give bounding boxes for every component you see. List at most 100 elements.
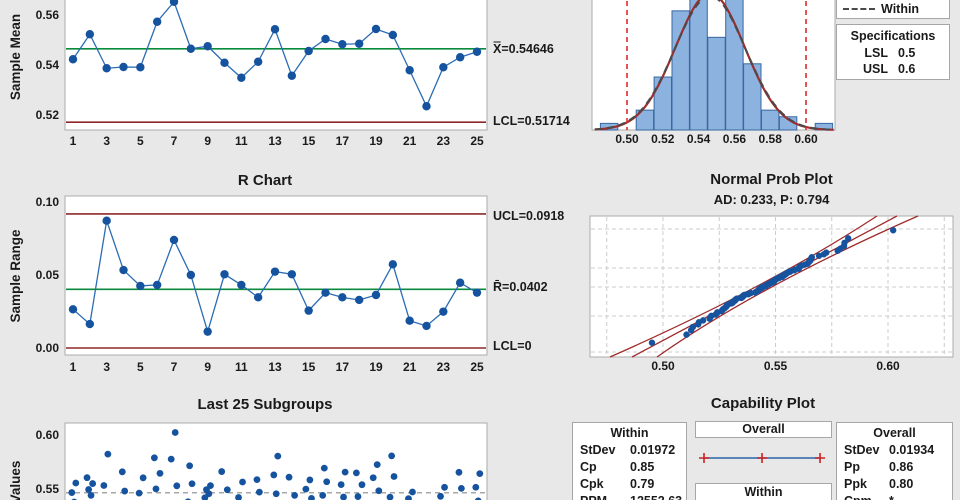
stat-label: Cpm	[844, 494, 872, 500]
probplot-x-tick-label: 0.55	[764, 359, 788, 373]
last25-point	[375, 487, 383, 495]
xbar-x-tick-label: 15	[302, 134, 316, 148]
last25-point	[218, 468, 226, 475]
probplot-point	[844, 235, 852, 242]
last25-point	[337, 481, 345, 488]
xbar-point	[85, 30, 95, 39]
last25-point	[323, 478, 331, 486]
probplot-lower-band	[656, 215, 919, 358]
last25-point	[188, 480, 196, 488]
xbar-point	[388, 30, 398, 40]
last25-point	[272, 490, 280, 498]
xbar-point	[237, 73, 246, 82]
last25-point	[104, 450, 112, 458]
interval-plus-marker	[757, 453, 768, 463]
last25-point	[441, 483, 448, 491]
last25-point	[68, 489, 76, 496]
stat-value: 0.01972	[630, 443, 676, 457]
xbar-point	[371, 24, 381, 34]
xbar-point	[68, 55, 78, 64]
probplot-x-tick-label: 0.50	[651, 359, 675, 373]
xbar-x-tick-label: 5	[137, 134, 144, 148]
rchart-ucl-label: UCL=0.0918	[493, 209, 565, 223]
last25-y-tick-label: 0.55	[36, 482, 60, 496]
rchart-title: R Chart	[237, 172, 293, 189]
last25-point	[354, 493, 362, 500]
stat-label: Cpk	[580, 477, 604, 491]
stat-label: Cp	[580, 460, 597, 474]
histogram-x-tick-label: 0.58	[759, 132, 783, 146]
probplot-subtitle: AD: 0.233, P: 0.794	[713, 192, 830, 207]
rchart-y-tick-label: 0.10	[36, 195, 60, 209]
xbar-point	[422, 102, 431, 111]
spec-row-lsl: LSL 0.5	[837, 46, 949, 60]
xbar-lcl-label: LCL=0.51714	[493, 114, 570, 128]
probplot-point	[683, 331, 690, 338]
stat-label: Pp	[844, 460, 860, 474]
within-stats-box: Within StDev 0.01972 Cp 0.85 Cpk 0.79 PP…	[572, 422, 687, 500]
xbar-point	[119, 62, 128, 72]
within-normal-curve	[594, 0, 834, 131]
last25-point	[152, 485, 160, 493]
rchart-x-tick-label: 5	[137, 360, 144, 374]
last25-point	[373, 461, 381, 469]
rchart-point	[220, 270, 229, 279]
stat-value: 0.01934	[889, 443, 935, 457]
histogram-x-tick-label: 0.54	[687, 132, 711, 146]
rchart-x-tick-label: 7	[171, 360, 178, 374]
rchart-x-tick-label: 19	[369, 360, 383, 374]
xbar-x-tick-label: 21	[403, 134, 417, 148]
legend-row-within: Within	[843, 2, 919, 16]
xbar-x-tick-label: 1	[70, 134, 77, 148]
histogram-bar	[725, 0, 744, 131]
last25-point	[274, 452, 282, 460]
legend-row-overall: Overall	[843, 0, 923, 1]
xbar-point	[186, 44, 196, 53]
xbar-point	[136, 63, 145, 72]
xbar-centerline-label: X̿=0.54646	[493, 42, 554, 56]
histogram-bar	[671, 10, 690, 131]
xbar-point	[338, 40, 347, 49]
rchart-point	[152, 280, 162, 290]
lsl-value: 0.5	[898, 46, 916, 60]
xbar-x-tick-label: 17	[336, 134, 350, 148]
rchart-point	[422, 321, 431, 331]
last25-point	[87, 491, 95, 499]
last25-point	[320, 464, 328, 472]
rchart-point	[68, 305, 78, 314]
probplot-point	[841, 239, 848, 247]
interval-plus-marker	[815, 453, 826, 463]
xbar-x-tick-label: 23	[437, 134, 451, 148]
interval-overall-label: Overall	[742, 422, 785, 436]
xbar-point	[220, 58, 229, 67]
xbar-point	[253, 57, 263, 66]
last25-point	[207, 482, 214, 490]
rchart-point	[338, 293, 347, 302]
rchart-point	[119, 265, 128, 275]
probplot-points	[648, 227, 897, 346]
legend-overall-label: Overall	[881, 0, 923, 1]
capability-title: Capability Plot	[710, 395, 816, 412]
rchart-point	[287, 270, 297, 279]
last25-point	[302, 485, 310, 493]
xbar-point	[152, 17, 162, 26]
spec-row-usl: USL 0.6	[837, 62, 949, 76]
within-line-swatch-icon	[843, 8, 875, 10]
probplot-point	[823, 249, 830, 256]
rchart-point	[304, 306, 313, 315]
last25-point	[135, 489, 143, 497]
rchart-x-tick-label: 1	[70, 360, 77, 374]
stat-value: 0.80	[889, 477, 914, 491]
xbar-point	[169, 0, 179, 6]
rchart-point	[371, 290, 381, 300]
last25-point	[121, 487, 129, 495]
last25-point	[291, 491, 299, 499]
stat-value: 0.79	[630, 477, 655, 491]
last25-point	[390, 473, 398, 480]
last25-point	[319, 491, 327, 499]
rchart-x-tick-label: 15	[302, 360, 316, 374]
usl-value: 0.6	[898, 62, 916, 76]
last25-point	[474, 497, 482, 500]
rchart-point	[253, 293, 263, 302]
